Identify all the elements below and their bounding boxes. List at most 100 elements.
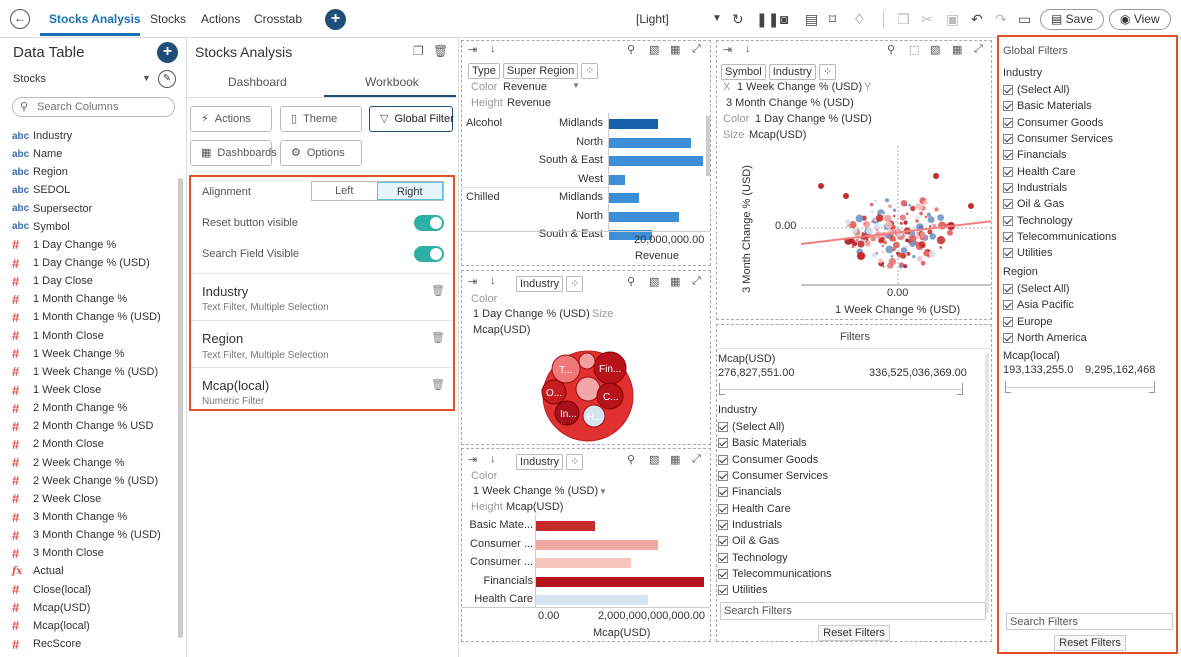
range-track[interactable] — [1005, 387, 1155, 388]
color-value[interactable]: 1 Day Change % (USD) — [755, 113, 872, 125]
scatter-point[interactable] — [818, 183, 824, 189]
scatter-point[interactable] — [923, 200, 928, 205]
height-value[interactable]: Mcap(USD) — [506, 501, 564, 513]
tab-crosstab[interactable]: Crosstab — [254, 12, 303, 26]
copy-icon[interactable]: ❐ — [897, 11, 910, 27]
filter-option[interactable]: Oil & Gas — [1003, 196, 1117, 212]
back-arrow-icon[interactable]: ← — [10, 9, 30, 29]
column-item[interactable]: #2 Month Close — [12, 435, 177, 453]
global-filter-button[interactable]: ▽ Global Filter — [369, 106, 454, 132]
trash-icon[interactable]: 🗑 — [431, 379, 445, 391]
scatter-point[interactable] — [895, 220, 898, 224]
scatter-point[interactable] — [919, 231, 926, 238]
search-icon[interactable]: ⚲ — [627, 454, 636, 466]
undo-icon[interactable]: ↶ — [971, 11, 983, 27]
scatter-toggle-icon[interactable]: ⁘ — [818, 64, 837, 80]
search-field-visible-toggle[interactable] — [414, 246, 444, 262]
scatter-point[interactable] — [849, 221, 857, 229]
column-item[interactable]: #1 Week Change % — [12, 345, 177, 363]
checkbox[interactable] — [1003, 333, 1013, 344]
scatter-point[interactable] — [881, 250, 884, 254]
checkbox[interactable] — [1003, 215, 1013, 226]
checkbox[interactable] — [1003, 101, 1013, 112]
size-value[interactable]: Mcap(USD) — [473, 324, 531, 336]
checkbox[interactable] — [718, 471, 728, 482]
scatter-point[interactable] — [884, 221, 893, 229]
pause-icon[interactable]: ❚❚ — [756, 11, 780, 27]
checkbox[interactable] — [1003, 134, 1013, 145]
bar[interactable] — [609, 137, 691, 148]
scatter-point[interactable] — [936, 236, 946, 245]
checkbox[interactable] — [718, 438, 728, 449]
filter-option[interactable]: Technology — [718, 549, 832, 565]
column-item[interactable]: #2 Week Close — [12, 490, 177, 508]
column-item[interactable]: #1 Week Change % (USD) — [12, 363, 177, 381]
column-item[interactable]: abc SEDOL — [12, 181, 177, 199]
column-item[interactable]: #1 Month Change % — [12, 290, 177, 308]
lasso-select-icon[interactable]: ⬚ — [909, 44, 920, 56]
bookmark-icon[interactable]: ⌑ — [829, 11, 837, 27]
scatter-point[interactable] — [900, 247, 908, 254]
search-filters-input[interactable]: Search Filters — [720, 602, 986, 620]
scatter-point[interactable] — [905, 212, 909, 215]
scatter-point[interactable] — [916, 203, 924, 210]
sort-order-icon[interactable]: ↓ — [745, 43, 751, 55]
bubble-pack[interactable]: T... Fin... O... C... In... H... — [536, 349, 640, 443]
column-item[interactable]: abc Industry — [12, 127, 177, 145]
excel-export-icon[interactable]: ▧ — [649, 454, 660, 466]
scatter-point[interactable] — [919, 211, 923, 216]
checkbox[interactable] — [718, 552, 728, 563]
cut-icon[interactable]: ✂ — [921, 11, 933, 27]
scatter-point[interactable] — [903, 264, 908, 269]
scatter-point[interactable] — [893, 238, 897, 242]
search-icon[interactable]: ⚲ — [887, 44, 896, 56]
scatter-point[interactable] — [882, 265, 885, 268]
column-item[interactable]: #2 Week Change % — [12, 454, 177, 472]
filter-name-region[interactable]: Region — [202, 331, 244, 346]
filter-option[interactable]: Oil & Gas — [718, 533, 832, 549]
range-track[interactable] — [719, 389, 963, 390]
filter-option[interactable]: (Select All) — [1003, 281, 1087, 297]
scatter-point[interactable] — [937, 214, 944, 221]
bubble-oil-gas[interactable] — [541, 379, 567, 405]
range-handle-min[interactable] — [1005, 381, 1011, 393]
checkbox[interactable] — [1003, 166, 1013, 177]
scatter-point[interactable] — [875, 214, 884, 222]
filter-option[interactable]: Basic Materials — [1003, 98, 1117, 114]
excel-export-icon[interactable]: ▧ — [930, 44, 941, 56]
chevron-down-icon[interactable]: ▼ — [599, 487, 607, 496]
bubble-technology[interactable] — [551, 354, 581, 384]
excel-export-icon[interactable]: ▧ — [649, 44, 660, 56]
scatter-point[interactable] — [899, 214, 906, 221]
alert-bell-icon[interactable]: ♢ — [853, 11, 866, 27]
scatter-point[interactable] — [916, 231, 920, 235]
column-item[interactable]: fx Actual — [12, 562, 177, 580]
filter-option[interactable]: North America — [1003, 330, 1087, 346]
column-item[interactable]: #1 Day Close — [12, 272, 177, 290]
filter-option[interactable]: Financials — [718, 484, 832, 500]
scatter-point[interactable] — [910, 205, 916, 212]
dashboards-button[interactable]: ▦ Dashboards — [190, 140, 277, 166]
add-data-table-icon[interactable]: + — [157, 42, 178, 63]
scatter-point[interactable] — [933, 173, 939, 179]
scatter-point[interactable] — [864, 239, 867, 242]
scatter-point[interactable] — [884, 214, 892, 222]
super-region-selector[interactable]: Super Region — [502, 63, 579, 79]
column-item[interactable]: #3 Month Change % (USD) — [12, 526, 177, 544]
checkbox[interactable] — [1003, 182, 1013, 193]
bar[interactable] — [609, 156, 703, 166]
search-filters-input[interactable]: Search Filters — [1006, 613, 1173, 630]
scatter-point[interactable] — [883, 240, 887, 245]
chevron-down-icon[interactable]: ▼ — [572, 81, 580, 90]
column-item[interactable]: # Mcap(local) — [12, 617, 177, 635]
duplicate-icon[interactable]: ❐ — [413, 44, 424, 58]
bar[interactable] — [609, 119, 658, 129]
reset-button-visible-toggle[interactable] — [414, 215, 444, 231]
filter-name-mcap-local[interactable]: Mcap(local) — [202, 378, 270, 393]
scatter-point[interactable] — [870, 210, 874, 214]
scatter-point[interactable] — [897, 252, 900, 255]
bubble-mid[interactable] — [575, 376, 601, 402]
scatter-point[interactable] — [874, 199, 878, 203]
range-handle-max[interactable] — [957, 383, 963, 395]
size-value[interactable]: Mcap(USD) — [749, 129, 807, 141]
